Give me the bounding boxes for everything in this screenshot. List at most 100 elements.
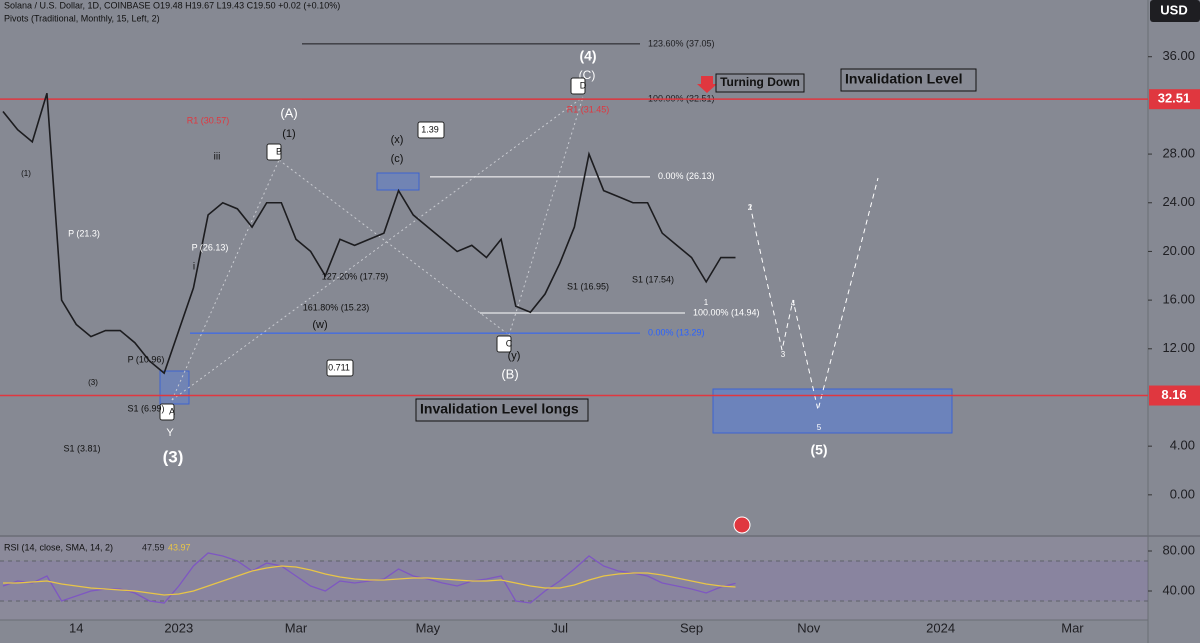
annotation: (4) [579,48,596,64]
y-tick-label: 36.00 [1162,48,1195,63]
x-tick-label: Jul [551,620,568,635]
fib-label: 123.60% (37.05) [648,38,715,48]
fib-label: 0.00% (26.13) [658,171,715,181]
annotation: D [580,80,587,90]
y-tick-label: 80.00 [1162,542,1195,557]
level-value: 32.51 [1158,91,1191,106]
header: Solana / U.S. Dollar, 1D, COINBASE O19.4… [4,0,340,10]
label-box [266,143,282,161]
annotation: R1 (30.57) [187,115,230,125]
annotation: S1 (6.99) [127,403,164,413]
annotation: R1 (31.45) [567,104,610,114]
label-box [417,121,445,139]
annotation: Turning Down [720,75,800,89]
annotation: S1 (16.95) [567,281,609,291]
trendline [171,96,584,401]
annotation: (x) [391,134,404,146]
label-box [840,68,977,92]
zone [376,172,420,191]
target-zone [712,388,953,434]
annotation: (A) [280,105,297,120]
label-box [570,77,586,95]
annotation: 0.711 [328,362,350,372]
arrow [697,76,717,93]
currency: USD [1160,2,1187,17]
fib-label: 100.00% (14.94) [693,307,760,317]
y-tick-label: 20.00 [1162,243,1195,258]
rsi-pane [0,537,1148,620]
rsi-sma-value: 43.97 [168,542,191,552]
level-value: 8.16 [1161,387,1186,402]
annotation: P (10.96) [128,354,165,364]
y-tick-label: 16.00 [1162,292,1195,307]
annotation: P (26.13) [192,242,229,252]
annotation: A [169,406,175,416]
trendlines [171,96,584,401]
annotation: (B) [501,366,518,381]
annotation: 1 [704,298,709,307]
annotation: C [506,338,513,348]
annotation: (3) [88,378,98,387]
annotation: 5 [817,423,822,432]
x-tick-label: Mar [285,620,308,635]
annotation: iii [214,152,221,163]
annotation: 1.39 [421,124,439,134]
annotation: i [193,262,195,273]
x-tick-label: 2024 [926,620,955,635]
annotation: B [276,146,282,156]
annotation: Y [166,427,174,439]
x-tick-label: 2023 [164,620,193,635]
label-box [159,403,175,421]
series-line [2,92,736,375]
annotation: (5) [810,442,827,458]
annotation: (1) [282,128,295,140]
x-tick-label: Mar [1061,620,1084,635]
x-tick-label: Sep [680,620,703,635]
annotation: 4 [791,299,796,308]
annotation: S1 (3.81) [63,443,100,453]
label-box [326,359,354,377]
annotation: (c) [391,153,404,165]
x-tick-label: 14 [69,620,83,635]
label-box [715,73,805,93]
label-box [415,398,589,422]
level-badge [1149,385,1200,406]
level-badge [1149,89,1200,110]
level-label: Invalidation Level [845,71,962,87]
x-tick-label: Nov [797,620,821,635]
annotation: (1) [21,169,31,178]
fib-label: 0.00% (13.29) [648,327,705,337]
annotation: 161.80% (15.23) [303,302,370,312]
annotation: (y) [508,350,521,362]
series-line [3,565,736,596]
zone [159,370,190,405]
annotation: (w) [312,319,327,331]
y-tick-label: 0.00 [1170,486,1195,501]
annotation: 2 [748,203,753,212]
annotation: S1 (17.54) [632,274,674,284]
y-tick-label: 4.00 [1170,438,1195,453]
rsi-band [0,561,1148,601]
indicator: Pivots (Traditional, Monthly, 15, Left, … [4,13,160,23]
projection [749,177,879,411]
y-tick-label: 40.00 [1162,582,1195,597]
x-tick-label: May [416,620,441,635]
trendline [278,159,510,336]
rsi-title: RSI (14, close, SMA, 14, 2) [4,542,113,552]
y-tick-label: 28.00 [1162,146,1195,161]
y-tick-label: 12.00 [1162,340,1195,355]
level-label: Invalidation Level longs [420,401,579,417]
currency-badge [1150,0,1200,22]
annotation: 3 [781,350,786,359]
rsi-value: 47.59 [142,542,165,552]
event-icon [733,516,751,534]
annotation: (3) [163,447,184,466]
annotation: 127.20% (17.79) [322,271,389,281]
annotation: P (21.3) [68,228,100,238]
trendline [171,159,280,401]
trendline [508,96,584,336]
label-box [496,335,512,353]
y-tick-label: 24.00 [1162,194,1195,209]
